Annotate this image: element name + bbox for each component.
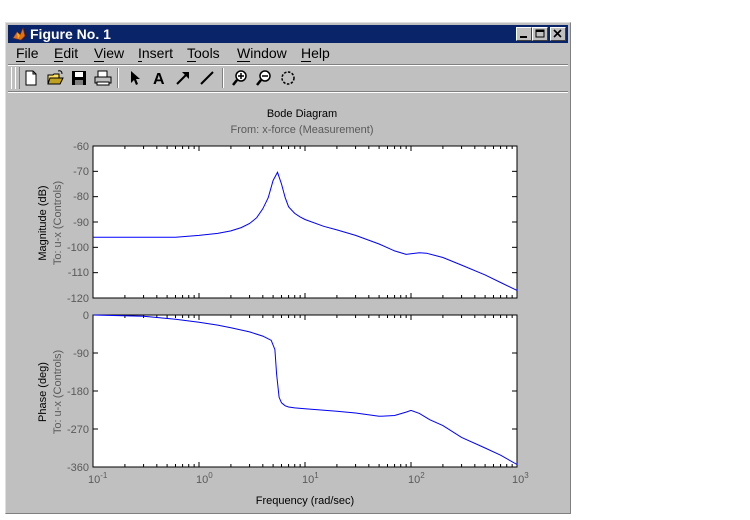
save-icon — [72, 71, 86, 85]
axis-ticks — [92, 145, 518, 468]
insert-arrow-button[interactable] — [172, 68, 194, 88]
x-tick-label: 10-1 — [88, 471, 108, 486]
x-tick-label: 100 — [196, 471, 213, 486]
magnitude-y-tick-labels: -60 -70 -80 -90 -100 -110 -120 — [67, 141, 89, 305]
mnemonic-underline — [237, 61, 250, 62]
save-button[interactable] — [68, 68, 90, 88]
x-tick-label: 102 — [408, 471, 425, 486]
close-icon — [553, 29, 562, 38]
mnemonic-underline — [138, 61, 142, 62]
magnitude-output-label: To: u-x (Controls) — [52, 181, 64, 265]
open-folder-icon — [47, 70, 64, 85]
close-button[interactable] — [550, 27, 566, 41]
zoom-out-icon — [256, 70, 271, 86]
window-title: Figure No. 1 — [30, 26, 111, 42]
mag-tick-label: -80 — [73, 191, 89, 203]
arrow-insert-icon — [176, 72, 189, 85]
menu-insert-label: Insert — [138, 45, 174, 61]
phase-tick-label: -90 — [73, 348, 89, 360]
new-file-button[interactable] — [20, 68, 42, 88]
print-button[interactable] — [91, 68, 113, 88]
toolbar-separator — [222, 68, 224, 88]
zoom-out-button[interactable] — [253, 68, 275, 88]
mag-tick-label: -60 — [73, 141, 89, 153]
mnemonic-underline — [301, 61, 311, 62]
title-bar[interactable]: Figure No. 1 — [8, 25, 568, 43]
x-tick-label: 103 — [512, 471, 529, 486]
open-file-button[interactable] — [44, 68, 66, 88]
insert-text-button[interactable]: A — [148, 68, 170, 88]
phase-series-line — [92, 314, 518, 465]
select-tool-button[interactable] — [124, 68, 146, 88]
toolbar: A — [8, 65, 568, 91]
select-arrow-icon — [131, 71, 140, 85]
phase-tick-label: -360 — [67, 462, 89, 474]
zoom-in-button[interactable] — [229, 68, 251, 88]
matlab-logo-icon — [12, 27, 26, 41]
toolbar-grip[interactable] — [15, 67, 20, 89]
phase-axis-label: Phase (deg) — [37, 362, 49, 422]
menu-view-label: View — [94, 45, 125, 61]
mag-tick-label: -70 — [73, 166, 89, 178]
svg-text:A: A — [153, 71, 165, 86]
menu-bar: File Edit View Insert Tools Window Help — [8, 44, 568, 63]
phase-tick-label: -180 — [67, 386, 89, 398]
menu-file[interactable]: File — [16, 45, 39, 62]
menu-window[interactable]: Window — [237, 45, 287, 62]
menu-view[interactable]: View — [94, 45, 124, 62]
zoom-in-icon — [232, 70, 247, 86]
line-insert-icon — [200, 71, 214, 85]
mnemonic-underline — [16, 61, 25, 62]
menu-separator — [8, 64, 568, 66]
minimize-button[interactable] — [516, 27, 532, 41]
rotate-3d-button[interactable] — [277, 68, 299, 88]
menu-help-label: Help — [301, 45, 330, 61]
phase-tick-label: -270 — [67, 424, 89, 436]
mnemonic-underline — [187, 61, 196, 62]
menu-edit-label: Edit — [54, 45, 79, 61]
toolbar-separator-line — [8, 91, 568, 93]
menu-help[interactable]: Help — [301, 45, 330, 62]
mnemonic-underline — [94, 61, 104, 62]
print-icon — [94, 70, 112, 86]
plot-subtitle: From: x-force (Measurement) — [230, 124, 373, 136]
x-tick-labels: 10-1 100 101 102 103 — [88, 471, 529, 486]
text-insert-icon: A — [153, 71, 165, 86]
rotate-icon — [281, 71, 295, 85]
mag-tick-label: -90 — [73, 217, 89, 229]
figure-window: Figure No. 1 File Edit View Insert Tools… — [5, 22, 571, 514]
maximize-icon — [535, 29, 545, 38]
phase-tick-label: 0 — [83, 310, 89, 322]
magnitude-axis-label: Magnitude (dB) — [37, 185, 49, 260]
mnemonic-underline — [54, 61, 63, 62]
toolbar-separator — [117, 68, 119, 88]
maximize-button[interactable] — [532, 27, 548, 41]
insert-line-button[interactable] — [196, 68, 218, 88]
x-axis-label: Frequency (rad/sec) — [256, 495, 354, 507]
phase-y-tick-labels: 0 -90 -180 -270 -360 — [67, 310, 89, 474]
magnitude-series-line — [93, 171, 518, 291]
phase-output-label: To: u-x (Controls) — [52, 350, 64, 434]
x-tick-label: 101 — [302, 471, 319, 486]
bode-plot[interactable]: Bode Diagram From: x-force (Measurement)… — [8, 93, 568, 511]
menu-tools[interactable]: Tools — [187, 45, 220, 62]
plot-title: Bode Diagram — [267, 108, 337, 120]
mag-tick-label: -110 — [68, 267, 89, 279]
mag-tick-label: -120 — [67, 293, 89, 305]
menu-edit[interactable]: Edit — [54, 45, 78, 62]
phase-axes[interactable] — [92, 314, 518, 468]
new-file-icon — [25, 70, 37, 86]
menu-insert[interactable]: Insert — [138, 45, 173, 62]
figure-canvas[interactable]: Bode Diagram From: x-force (Measurement)… — [8, 93, 568, 511]
menu-tools-label: Tools — [187, 45, 220, 61]
magnitude-axes[interactable] — [92, 145, 518, 299]
menu-window-label: Window — [237, 45, 287, 61]
menu-file-label: File — [16, 45, 39, 61]
minimize-icon — [520, 36, 527, 38]
mag-tick-label: -100 — [67, 242, 89, 254]
